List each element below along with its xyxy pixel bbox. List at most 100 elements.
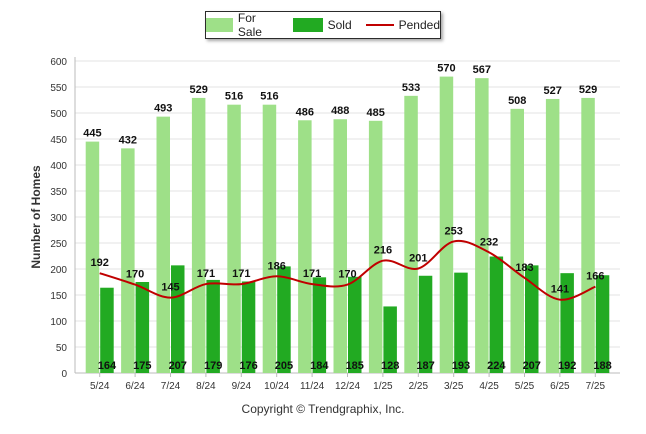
data-label-sold: 192 <box>558 360 576 372</box>
legend-item-sold: Sold <box>292 18 352 32</box>
x-tick-label: 5/24 <box>90 381 110 392</box>
data-label-for-sale: 570 <box>437 63 455 75</box>
bar-sold <box>454 272 468 373</box>
y-tick-label: 600 <box>50 57 67 68</box>
x-tick-label: 7/24 <box>161 381 181 392</box>
y-tick-label: 150 <box>50 291 67 302</box>
data-label-for-sale: 527 <box>543 85 561 97</box>
legend-swatch-for-sale <box>206 18 233 32</box>
x-tick-label: 8/24 <box>196 381 216 392</box>
x-tick-label: 12/24 <box>335 381 360 392</box>
bar-for-sale <box>368 120 383 373</box>
data-label-pended: 170 <box>338 269 356 281</box>
data-label-sold: 224 <box>487 360 506 372</box>
bar-sold <box>277 266 291 373</box>
y-tick-label: 300 <box>50 213 67 224</box>
data-label-sold: 128 <box>381 360 399 372</box>
x-tick-label: 7/25 <box>586 381 606 392</box>
y-tick-label: 500 <box>50 109 67 120</box>
bar-for-sale <box>298 120 312 373</box>
bar-sold <box>171 265 185 373</box>
data-label-for-sale: 445 <box>83 128 101 140</box>
data-label-pended: 192 <box>91 257 109 269</box>
x-tick-label: 3/25 <box>444 381 464 392</box>
bar-for-sale <box>156 116 170 373</box>
bar-for-sale <box>85 141 100 373</box>
bar-for-sale <box>227 104 241 374</box>
legend-swatch-pended <box>365 24 394 26</box>
bar-sold <box>312 277 327 373</box>
bar-sold <box>100 287 114 373</box>
data-label-sold: 184 <box>310 360 329 372</box>
data-label-pended: 201 <box>409 252 427 264</box>
x-tick-label: 4/25 <box>479 381 499 392</box>
data-label-pended: 171 <box>197 268 215 280</box>
x-tick-label: 6/24 <box>125 381 145 392</box>
data-label-sold: 207 <box>523 360 541 372</box>
bar-sold <box>595 275 610 373</box>
data-label-for-sale: 529 <box>189 84 207 96</box>
data-label-pended: 145 <box>161 282 179 294</box>
data-label-pended: 183 <box>515 262 533 274</box>
y-tick-label: 50 <box>56 343 68 354</box>
data-label-for-sale: 485 <box>366 107 384 119</box>
y-tick-label: 0 <box>61 369 67 380</box>
bar-for-sale <box>191 97 206 374</box>
y-tick-label: 350 <box>50 187 67 198</box>
bar-for-sale <box>404 95 418 373</box>
x-tick-label: 2/25 <box>409 381 429 392</box>
data-label-for-sale: 488 <box>331 105 349 117</box>
bar-sold <box>418 275 433 373</box>
legend-label-sold: Sold <box>327 18 352 32</box>
legend-swatch-sold <box>292 18 323 32</box>
y-axis-title: Number of Homes <box>29 165 43 269</box>
bar-for-sale <box>121 148 135 373</box>
data-label-for-sale: 493 <box>154 103 172 115</box>
bar-for-sale <box>581 97 595 374</box>
y-tick-label: 200 <box>50 265 67 276</box>
bar-sold <box>206 279 220 373</box>
data-label-sold: 207 <box>169 360 187 372</box>
data-label-for-sale: 529 <box>579 84 597 96</box>
bar-sold <box>489 256 504 373</box>
y-tick-label: 250 <box>50 239 67 250</box>
bar-sold <box>135 282 150 373</box>
y-tick-label: 400 <box>50 161 67 172</box>
pended-line <box>99 239 596 301</box>
data-label-pended: 216 <box>374 245 392 257</box>
data-label-for-sale: 516 <box>260 91 278 103</box>
data-label-for-sale: 533 <box>402 82 420 94</box>
data-label-sold: 179 <box>204 360 222 372</box>
data-label-pended: 253 <box>445 225 463 237</box>
legend-label-for-sale: For Sale <box>237 11 262 39</box>
data-label-for-sale: 567 <box>473 64 491 76</box>
bar-for-sale <box>333 119 347 374</box>
bar-for-sale <box>439 76 454 373</box>
data-label-sold: 193 <box>452 360 470 372</box>
bar-for-sale <box>545 98 560 374</box>
y-tick-label: 450 <box>50 135 67 146</box>
data-label-pended: 171 <box>303 268 321 280</box>
data-label-pended: 166 <box>586 271 604 283</box>
data-label-pended: 186 <box>268 260 286 272</box>
chart-legend: For Sale Sold Pended <box>205 11 441 39</box>
data-label-sold: 188 <box>593 360 611 372</box>
data-label-sold: 185 <box>346 360 364 372</box>
data-label-sold: 187 <box>416 360 434 372</box>
data-label-pended: 171 <box>232 268 250 280</box>
bar-for-sale <box>262 104 277 374</box>
legend-item-pended: Pended <box>365 18 440 32</box>
data-label-for-sale: 486 <box>296 106 314 118</box>
x-tick-label: 10/24 <box>264 381 289 392</box>
x-tick-label: 5/25 <box>515 381 535 392</box>
x-tick-label: 6/25 <box>550 381 570 392</box>
bar-sold <box>383 306 397 373</box>
data-label-for-sale: 516 <box>225 91 243 103</box>
x-tick-label: 1/25 <box>373 381 393 392</box>
legend-item-for-sale: For Sale <box>206 11 279 39</box>
data-label-for-sale: 432 <box>119 134 137 146</box>
data-label-for-sale: 508 <box>508 95 526 107</box>
data-label-pended: 141 <box>551 284 569 296</box>
legend-label-pended: Pended <box>398 18 440 32</box>
